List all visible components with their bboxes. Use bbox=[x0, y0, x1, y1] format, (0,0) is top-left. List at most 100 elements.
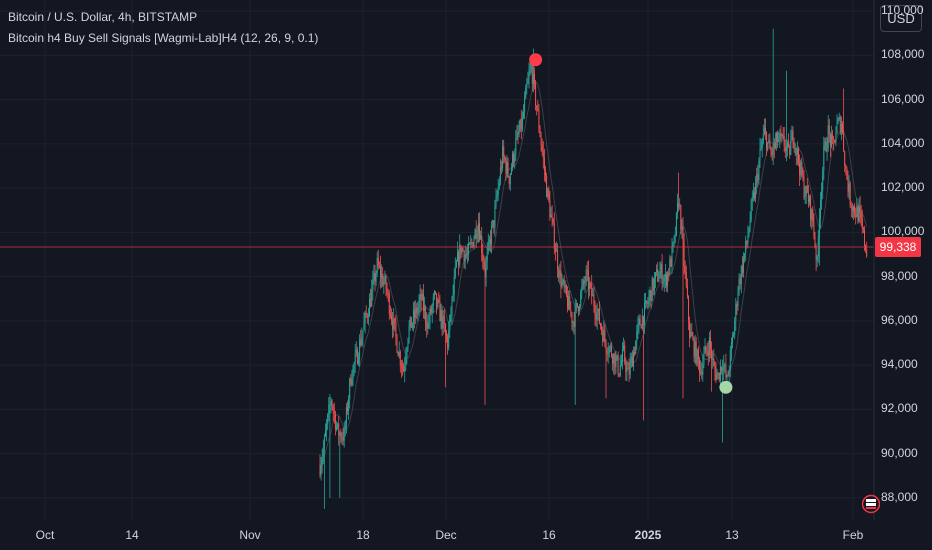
candle-body bbox=[589, 283, 590, 290]
sell-signal-marker[interactable] bbox=[529, 53, 543, 67]
candle-body bbox=[558, 269, 560, 278]
candle-body bbox=[436, 293, 438, 307]
candle-body bbox=[484, 267, 486, 278]
candle-body bbox=[570, 310, 572, 313]
candle-body bbox=[836, 122, 838, 134]
candle-body bbox=[323, 436, 325, 448]
y-tick-label: 102,000 bbox=[881, 180, 925, 195]
candle-body bbox=[851, 207, 853, 211]
candle-body bbox=[383, 282, 385, 286]
candle-body bbox=[364, 312, 366, 323]
candle-body bbox=[348, 399, 350, 411]
candle-body bbox=[685, 272, 687, 287]
candle-body bbox=[769, 140, 771, 150]
candle-body bbox=[754, 192, 755, 199]
candle-body bbox=[649, 290, 651, 297]
candle-body bbox=[724, 364, 726, 366]
candle-body bbox=[517, 132, 519, 134]
candle-body bbox=[347, 407, 348, 411]
candle-body bbox=[858, 206, 860, 222]
candle-body bbox=[865, 245, 867, 250]
indicator-label[interactable]: Bitcoin h4 Buy Sell Signals [Wagmi-Lab]H… bbox=[8, 31, 319, 45]
candle-body bbox=[333, 410, 335, 414]
candle-body bbox=[789, 145, 791, 155]
candle-body bbox=[344, 425, 346, 429]
candle-body bbox=[554, 248, 556, 252]
candle-body bbox=[465, 254, 467, 256]
candle-body bbox=[560, 271, 562, 288]
candle-body bbox=[844, 151, 846, 166]
candle-body bbox=[557, 250, 559, 270]
candle-body bbox=[547, 188, 549, 197]
candle-body bbox=[749, 219, 751, 230]
candle-body bbox=[686, 286, 688, 297]
candle-body bbox=[397, 352, 399, 357]
candle-body bbox=[669, 258, 671, 275]
candle-body bbox=[495, 197, 497, 207]
candle-body bbox=[628, 369, 630, 375]
candle-body bbox=[663, 278, 665, 282]
candle-body bbox=[834, 139, 836, 143]
candle-body bbox=[648, 296, 650, 303]
candle-body bbox=[477, 223, 479, 235]
candle-body bbox=[835, 133, 837, 143]
candle-body bbox=[375, 273, 377, 282]
candle-body bbox=[662, 281, 664, 284]
candle-body bbox=[734, 320, 736, 335]
candle-body bbox=[524, 98, 526, 113]
candle-body bbox=[439, 301, 441, 322]
candle-body bbox=[550, 215, 552, 218]
candle-body bbox=[723, 365, 725, 370]
candle-body bbox=[409, 316, 411, 327]
candle-body bbox=[487, 241, 489, 252]
candle-body bbox=[356, 349, 358, 364]
candle-body bbox=[861, 218, 863, 229]
candle-body bbox=[814, 236, 816, 247]
candle-body bbox=[661, 264, 663, 284]
candle-body bbox=[432, 296, 434, 306]
candle-body bbox=[700, 371, 702, 373]
tradingview-logo-icon[interactable] bbox=[862, 490, 880, 518]
candle-body bbox=[540, 136, 542, 145]
candle-body bbox=[579, 306, 581, 311]
candle-body bbox=[410, 316, 412, 328]
candle-body bbox=[595, 315, 597, 320]
candle-body bbox=[337, 423, 339, 426]
candle-body bbox=[490, 239, 491, 245]
candle-body bbox=[345, 407, 347, 426]
candle-body bbox=[605, 340, 607, 351]
candle-body bbox=[594, 306, 596, 316]
candle-body bbox=[837, 119, 839, 123]
candle-body bbox=[442, 316, 444, 329]
currency-button[interactable]: USD bbox=[880, 5, 922, 32]
candle-body bbox=[717, 372, 719, 374]
candle-body bbox=[505, 160, 507, 174]
candle-body bbox=[327, 414, 329, 425]
candle-body bbox=[759, 148, 761, 162]
candle-body bbox=[586, 269, 588, 271]
candle-body bbox=[733, 334, 735, 338]
candle-body bbox=[792, 131, 794, 142]
candle-body bbox=[729, 350, 731, 372]
candle-body bbox=[449, 314, 451, 331]
candle-body bbox=[506, 162, 508, 174]
candle-body bbox=[387, 292, 389, 294]
candle-body bbox=[455, 261, 457, 267]
buy-signal-marker[interactable] bbox=[719, 380, 733, 394]
candles-group bbox=[319, 28, 868, 509]
candle-body bbox=[488, 239, 490, 242]
candle-body bbox=[548, 188, 550, 200]
candle-body bbox=[504, 156, 506, 161]
candle-body bbox=[620, 361, 622, 366]
candle-body bbox=[788, 142, 790, 146]
candle-body bbox=[664, 274, 666, 279]
candle-body bbox=[549, 199, 551, 218]
candle-body bbox=[694, 341, 696, 357]
candle-body bbox=[800, 161, 802, 175]
candle-body bbox=[860, 212, 862, 219]
candle-body bbox=[614, 353, 616, 368]
candle-body bbox=[721, 367, 722, 371]
candle-body bbox=[776, 132, 777, 142]
candle-body bbox=[748, 229, 750, 237]
